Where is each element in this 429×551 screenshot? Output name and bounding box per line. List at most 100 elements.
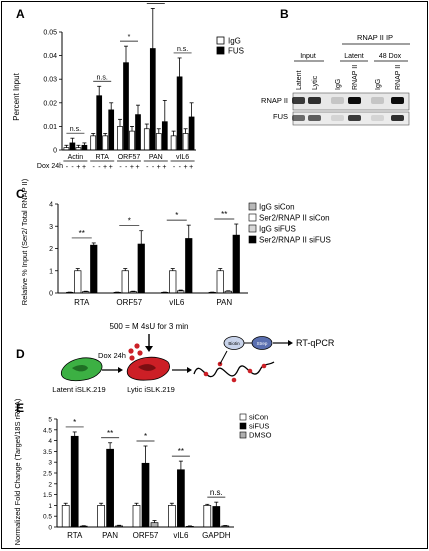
bar <box>177 469 185 528</box>
lane-label: IgG <box>335 79 342 90</box>
b-header: RNAP II IP <box>357 33 393 42</box>
treatment-sign: + <box>157 164 161 171</box>
bar <box>81 144 88 151</box>
d-rna-arrowhead <box>187 367 192 373</box>
bar <box>168 505 176 528</box>
x-category-label: PAN <box>216 298 232 307</box>
y-tick-label: 0.02 <box>43 100 57 107</box>
bar <box>135 114 141 151</box>
treatment-sign: - <box>179 164 182 171</box>
y-tick-label: 1 <box>49 268 53 275</box>
blot-band-fus <box>371 115 384 121</box>
significance-label: * <box>154 2 157 3</box>
d-4su-dot <box>129 355 135 361</box>
d-rna-4su <box>261 363 267 369</box>
significance-label: * <box>144 432 147 441</box>
bar <box>121 270 129 294</box>
y-tick-label: 0.05 <box>43 30 57 37</box>
bar <box>137 243 145 294</box>
c-legend-swatch-3 <box>248 235 257 244</box>
panel-letter-e: E <box>16 401 24 415</box>
bar <box>102 135 109 151</box>
b-band-label-rnap: RNAP II <box>261 96 288 105</box>
bar <box>90 244 98 294</box>
blot-band-rnap <box>331 97 344 104</box>
panel-d: D 500 = M 4sU for 3 min Latent iSLK.219 … <box>16 322 335 394</box>
bar <box>232 234 240 294</box>
x-category-label: PAN <box>149 154 163 161</box>
y-tick-label: 2 <box>49 246 53 253</box>
bar <box>141 462 150 528</box>
panel-letter-b: B <box>280 7 289 21</box>
treatment-sign: + <box>136 164 140 171</box>
significance-label: n.s. <box>210 488 223 497</box>
bar <box>106 448 114 528</box>
blot-band-rnap <box>371 97 384 104</box>
d-pulse-label: 500 = M 4sU for 3 min <box>110 322 189 331</box>
treatment-sign: + <box>162 164 166 171</box>
significance-label: * <box>128 34 131 41</box>
d-4su-dot <box>137 350 143 356</box>
bar <box>61 505 70 528</box>
bar <box>108 109 115 151</box>
bar <box>69 142 76 151</box>
treatment-sign: - <box>152 164 155 171</box>
d-rna-4su <box>203 371 209 377</box>
e-legend-swatch-2 <box>239 431 247 439</box>
treatment-sign: + <box>103 164 107 171</box>
a-legend-igg: IgG <box>228 37 241 46</box>
d-rna-4su <box>231 377 237 383</box>
a-legend-fus: FUS <box>228 47 244 56</box>
a-treatment-label: Dox 24h <box>37 163 63 170</box>
d-rna-4su <box>247 368 253 374</box>
bar <box>185 238 193 294</box>
blot-band-rnap <box>292 97 305 104</box>
bar <box>123 62 129 151</box>
b-group-input: Input <box>300 53 316 60</box>
y-tick-label: 0.04 <box>43 53 57 60</box>
y-tick-label: 0 <box>53 148 57 155</box>
y-tick-label: 0 <box>49 291 53 298</box>
y-tick-label: 4.5 <box>43 427 52 434</box>
significance-label: * <box>175 211 178 220</box>
x-category-label: vIL6 <box>173 531 189 540</box>
x-category-label: vIL6 <box>176 154 189 161</box>
treatment-sign: + <box>130 164 134 171</box>
lane-label: RNAP II <box>352 65 359 90</box>
y-tick-label: 1 <box>48 503 52 510</box>
d-dox-arrowhead <box>118 367 123 373</box>
significance-label: ** <box>178 447 184 456</box>
panel-c: C Relative % Input (Ser2/ Total RNAP II)… <box>16 178 331 307</box>
c-legend-swatch-2 <box>248 224 257 233</box>
bar <box>143 128 150 151</box>
bar <box>149 48 156 151</box>
b-band-label-fus: FUS <box>273 112 288 121</box>
blot-band-rnap <box>391 97 404 104</box>
treatment-sign: + <box>76 164 80 171</box>
panel-letter-d: D <box>16 347 25 361</box>
blot-band-rnap <box>348 97 361 104</box>
d-biotin-label: Biotin <box>228 341 240 346</box>
bar <box>96 95 103 151</box>
significance-label: n.s. <box>70 126 81 133</box>
bar <box>132 505 141 528</box>
panel-letter-c: C <box>16 187 25 201</box>
bar <box>216 270 224 294</box>
c-ylabel: Relative % Input (Ser2/ Total RNAP II) <box>20 178 29 305</box>
treatment-sign: - <box>71 164 74 171</box>
bar <box>150 522 159 528</box>
e-legend-1: siFUS <box>249 422 269 431</box>
y-tick-label: 3.5 <box>43 449 52 456</box>
treatment-sign: - <box>66 164 69 171</box>
d-strep-bead <box>251 336 273 350</box>
y-tick-label: 0.01 <box>43 124 57 131</box>
treatment-sign: + <box>189 164 193 171</box>
d-4su-dot <box>134 343 140 349</box>
y-tick-label: 4 <box>49 202 53 209</box>
bar <box>129 130 135 151</box>
x-category-label: GAPDH <box>202 531 231 540</box>
c-legend-1: Ser2/RNAP II siCon <box>259 214 330 223</box>
d-dox-label: Dox 24h <box>98 351 126 360</box>
treatment-sign: + <box>109 164 113 171</box>
